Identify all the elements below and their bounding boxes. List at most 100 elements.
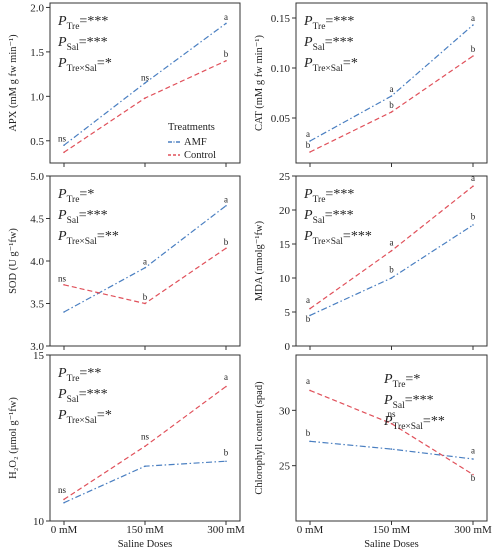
stat-line: PSal=*** (303, 208, 354, 226)
stat-line: PTre×Sal=* (303, 56, 358, 74)
stat-symbol: P (303, 14, 313, 29)
stat-subscript: Tre×Sal (313, 237, 344, 247)
y-tick-label: 4.0 (30, 256, 44, 268)
stat-value: =*** (405, 393, 434, 408)
stat-symbol: P (383, 372, 393, 387)
stat-subscript: Tre×Sal (67, 237, 98, 247)
significance-label: ns (58, 273, 67, 283)
stat-line: PSal=*** (57, 208, 108, 226)
stat-subscript: Sal (67, 43, 80, 53)
data-point-control (309, 151, 311, 153)
data-point-amf (225, 460, 227, 463)
y-tick-label: 0.15 (271, 13, 291, 25)
legend-label-control: Control (184, 150, 216, 161)
stat-symbol: P (303, 208, 313, 223)
stat-line: PTre×Sal=* (57, 408, 112, 426)
stat-line: PTre×Sal=** (57, 229, 119, 247)
significance-label: ns (141, 72, 150, 82)
significance-label: a (224, 12, 228, 22)
y-tick-label: 0.10 (271, 63, 291, 75)
stat-line: PTre=*** (57, 14, 108, 32)
significance-label: ns (58, 134, 67, 144)
significance-label: ns (387, 409, 396, 419)
significance-label: a (471, 13, 475, 23)
stat-subscript: Sal (313, 43, 326, 53)
stat-subscript: Tre (313, 195, 326, 205)
data-point-control (63, 498, 65, 501)
y-tick-label: 20 (279, 205, 291, 217)
stat-line: PTre=** (57, 366, 101, 384)
y-tick-label: 30 (279, 405, 291, 417)
stat-value: =* (405, 372, 420, 387)
series-line-control (309, 185, 474, 310)
data-point-amf (309, 140, 311, 142)
data-point-amf (472, 458, 474, 460)
stat-symbol: P (57, 229, 67, 244)
stat-line: PTre=* (57, 187, 94, 205)
data-point-amf (309, 314, 311, 317)
data-point-amf (63, 144, 65, 147)
stat-line: PSal=*** (303, 35, 354, 53)
stat-value: =*** (79, 387, 108, 402)
stat-line: PTre×Sal=** (383, 414, 445, 432)
data-point-control (144, 445, 146, 448)
x-tick-label: 300 mM (207, 524, 245, 536)
y-tick-label: 3.0 (30, 341, 44, 353)
data-point-amf (225, 22, 227, 25)
stat-symbol: P (57, 35, 67, 50)
stat-line: PTre×Sal=* (57, 56, 112, 74)
significance-label: a (306, 295, 310, 305)
data-point-control (309, 307, 311, 310)
y-axis-label: SOD (U g⁻¹fw) (8, 228, 19, 294)
stat-line: PTre=* (383, 372, 420, 390)
stat-value: =** (97, 229, 119, 244)
data-point-control (390, 111, 393, 113)
stat-symbol: P (383, 414, 393, 429)
significance-label: b (471, 44, 476, 54)
data-point-control (225, 247, 227, 250)
stat-value: =** (423, 414, 445, 429)
stat-line: PTre=*** (303, 187, 354, 205)
significance-label: a (390, 84, 394, 94)
stat-value: =*** (325, 208, 354, 223)
series-line-control (63, 386, 227, 500)
y-tick-label: 10 (33, 516, 45, 528)
stat-line: PSal=*** (57, 387, 108, 405)
stat-subscript: Tre (67, 22, 80, 32)
data-point-control (472, 185, 474, 187)
stat-value: =*** (325, 187, 354, 202)
y-tick-label: 1.0 (30, 91, 44, 103)
data-point-amf (63, 501, 65, 504)
stat-value: =*** (79, 14, 108, 29)
significance-label: b (306, 314, 311, 324)
stat-symbol: P (57, 187, 67, 202)
significance-label: b (306, 428, 311, 438)
significance-label: a (143, 256, 147, 266)
y-tick-label: 4.5 (30, 214, 44, 226)
legend-label-amf: AMF (184, 137, 207, 148)
y-axis-label: H₂O₂ (μmol g⁻¹fw) (8, 397, 19, 479)
significance-label: ns (58, 485, 67, 495)
significance-label: b (306, 140, 311, 150)
significance-label: a (306, 129, 310, 139)
data-point-control (144, 302, 146, 305)
data-point-amf (390, 95, 393, 97)
y-tick-label: 3.5 (30, 299, 44, 311)
stat-subscript: Tre×Sal (393, 422, 424, 432)
data-point-amf (63, 311, 65, 313)
significance-label: a (471, 173, 475, 183)
stat-subscript: Tre×Sal (67, 64, 98, 74)
y-tick-label: 1.5 (30, 47, 44, 59)
stat-symbol: P (57, 14, 67, 29)
x-axis-label: Saline Doses (118, 539, 173, 550)
stat-value: =*** (325, 35, 354, 50)
stat-subscript: Tre×Sal (313, 64, 344, 74)
stat-line: PTre=*** (303, 14, 354, 32)
data-point-control (309, 389, 311, 392)
stat-subscript: Sal (67, 216, 80, 226)
stat-symbol: P (303, 187, 313, 202)
